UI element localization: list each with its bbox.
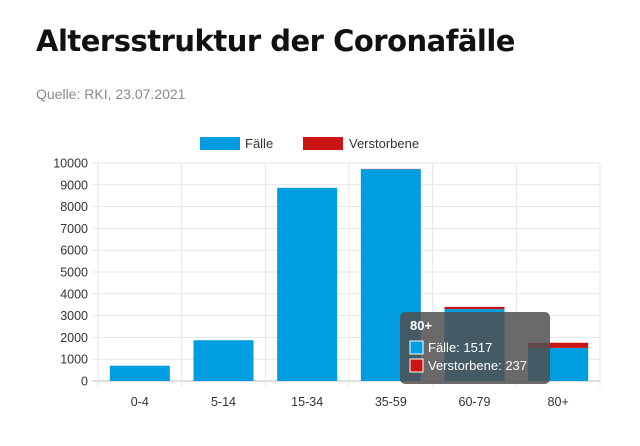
tooltip-line-verstorbene: Verstorbene: 237 (428, 358, 527, 373)
source-note: Quelle: RKI, 23.07.2021 (36, 86, 186, 102)
x-tick-label: 15-34 (291, 395, 323, 409)
tooltip-swatch-verstorbene (409, 358, 424, 373)
bar-faelle[interactable] (109, 365, 170, 381)
bar-faelle[interactable] (277, 187, 338, 381)
x-tick-label: 35-59 (375, 395, 407, 409)
bar-verstorbene[interactable] (444, 306, 505, 310)
y-tick-label: 4000 (60, 287, 88, 301)
x-tick-label: 80+ (548, 395, 569, 409)
y-tick-label: 0 (81, 375, 88, 389)
y-tick-label: 6000 (60, 244, 88, 258)
y-tick-label: 9000 (60, 178, 88, 192)
tooltip-swatch-faelle (409, 340, 424, 355)
legend-label-verstorbene[interactable]: Verstorbene (349, 136, 419, 151)
y-tick-label: 5000 (60, 266, 88, 280)
y-tick-label: 1000 (60, 353, 88, 367)
bar-faelle[interactable] (193, 340, 254, 381)
tooltip-box (400, 312, 550, 384)
ticks-layer: 0 1000 2000 3000 4000 5000 6000 7000 8000 9000 100… (53, 157, 569, 410)
y-tick-label: 7000 (60, 222, 88, 236)
tooltip-title: 80+ (410, 318, 432, 333)
y-tick-label: 8000 (60, 200, 88, 214)
chart-title: Altersstruktur der Coronafälle (36, 24, 515, 58)
legend-swatch-faelle[interactable] (200, 137, 240, 150)
tooltip-line-faelle: Fälle: 1517 (428, 340, 492, 355)
legend[interactable]: Fälle Verstorbene (200, 136, 419, 151)
y-tick-label: 10000 (53, 157, 88, 171)
legend-label-faelle[interactable]: Fälle (245, 136, 273, 151)
x-tick-label: 60-79 (459, 395, 491, 409)
x-tick-label: 5-14 (211, 395, 236, 409)
tooltip: 80+ Fälle: 1517 Verstorbene: 237 (400, 312, 550, 384)
legend-swatch-verstorbene[interactable] (303, 137, 343, 150)
y-tick-label: 2000 (60, 331, 88, 345)
x-tick-label: 0-4 (131, 395, 149, 409)
y-tick-label: 3000 (60, 309, 88, 323)
bar-verstorbene[interactable] (528, 342, 589, 348)
